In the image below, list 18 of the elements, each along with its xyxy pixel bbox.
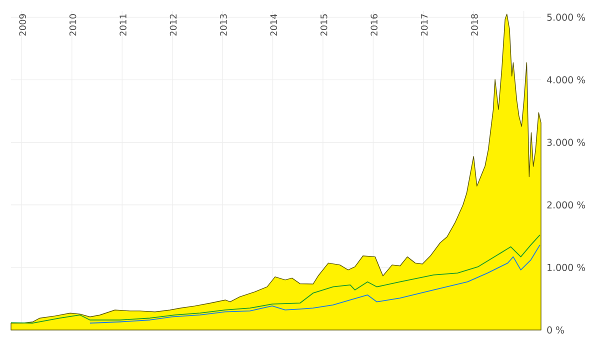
x-tick-label: 2009: [19, 14, 26, 36]
x-tick-label: 2013: [220, 14, 227, 36]
line-series: [89, 244, 540, 324]
x-tick-label: 2018: [471, 14, 478, 36]
line-series: [10, 234, 540, 324]
y-tick-label: 2.000 %: [547, 201, 586, 208]
x-tick-label: 2011: [120, 14, 126, 36]
x-tick-label: 2016: [370, 14, 378, 36]
y-tick-label: 4.000 %: [546, 76, 586, 84]
x-tick-label: 2015: [320, 14, 328, 36]
x-tick-label: 2017: [420, 14, 428, 36]
x-tick-label: 2014: [270, 14, 278, 36]
y-tick-label: 3.000 %: [547, 138, 586, 146]
y-tick-label: 0 %: [547, 326, 564, 334]
y-tick-label: 1.000 %: [548, 264, 586, 272]
y-tick-label: 5.000 %: [547, 14, 586, 21]
x-tick-label: 2010: [69, 14, 76, 36]
x-tick-label: 2012: [170, 14, 177, 36]
